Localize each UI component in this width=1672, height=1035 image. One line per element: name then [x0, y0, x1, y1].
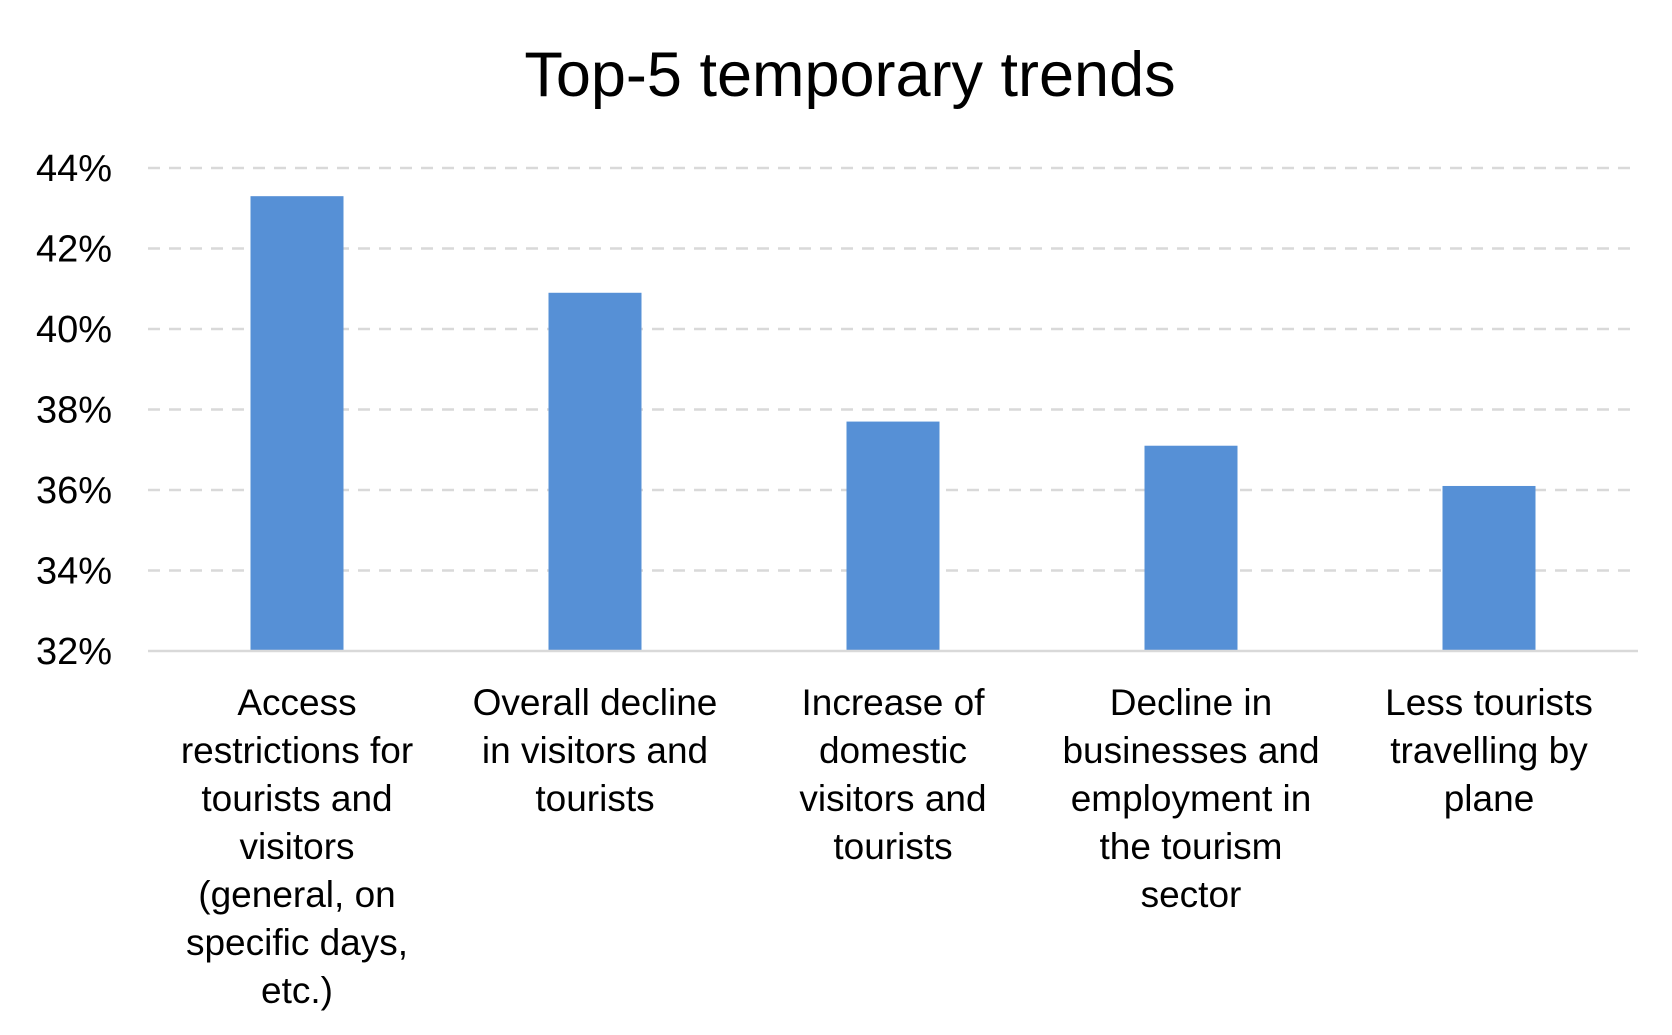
y-tick-label: 44%: [36, 148, 112, 190]
y-tick-label: 32%: [36, 631, 112, 673]
x-tick-label: Less tourists travelling by plane: [1385, 682, 1593, 819]
x-tick-label-line: businesses and: [1062, 730, 1319, 771]
x-tick-label-line: restrictions for: [181, 730, 413, 771]
x-tick-label: Decline in businesses and employment in the…: [1062, 682, 1319, 915]
x-tick-label-line: visitors: [239, 826, 354, 867]
x-tick-label-line: domestic: [819, 730, 967, 771]
bar: [1442, 485, 1536, 651]
y-tick-label: 38%: [36, 390, 112, 432]
bars: [250, 196, 1536, 652]
x-tick-label: Access restrictions for tourists and visito…: [181, 682, 413, 1011]
bar: [1144, 445, 1238, 651]
x-tick-label-line: Decline in: [1110, 682, 1272, 723]
bar: [250, 196, 344, 652]
y-axis-tick-labels: 32% 34% 36% 38% 40% 42% 44%: [36, 148, 112, 673]
y-tick-label: 36%: [36, 470, 112, 512]
x-tick-label-line: employment in: [1071, 778, 1312, 819]
chart-title: Top-5 temporary trends: [524, 40, 1175, 110]
x-tick-label: Overall decline in visitors and tourists: [473, 682, 718, 819]
y-tick-label: 34%: [36, 551, 112, 593]
bar: [846, 421, 940, 651]
x-tick-label-line: Overall decline: [473, 682, 718, 723]
y-tick-label: 40%: [36, 309, 112, 351]
x-tick-label-line: etc.): [261, 970, 333, 1011]
x-tick-label-line: Increase of: [801, 682, 985, 723]
x-tick-label-line: (general, on: [198, 874, 395, 915]
x-tick-label-line: Access: [237, 682, 356, 723]
x-tick-label-line: the tourism: [1099, 826, 1282, 867]
x-tick-label-line: tourists: [535, 778, 654, 819]
y-tick-label: 42%: [36, 229, 112, 271]
x-tick-label-line: sector: [1141, 874, 1242, 915]
x-tick-label-line: tourists: [833, 826, 952, 867]
x-tick-label-line: travelling by: [1390, 730, 1588, 771]
x-tick-label-line: in visitors and: [482, 730, 708, 771]
x-tick-label: Increase of domestic visitors and tourists: [799, 682, 986, 867]
bar: [548, 292, 642, 651]
x-axis-tick-labels: Access restrictions for tourists and visito…: [181, 682, 1593, 1011]
x-tick-label-line: visitors and: [799, 778, 986, 819]
x-tick-label-line: plane: [1444, 778, 1535, 819]
x-tick-label-line: tourists and: [201, 778, 392, 819]
x-tick-label-line: specific days,: [186, 922, 408, 963]
x-tick-label-line: Less tourists: [1385, 682, 1593, 723]
